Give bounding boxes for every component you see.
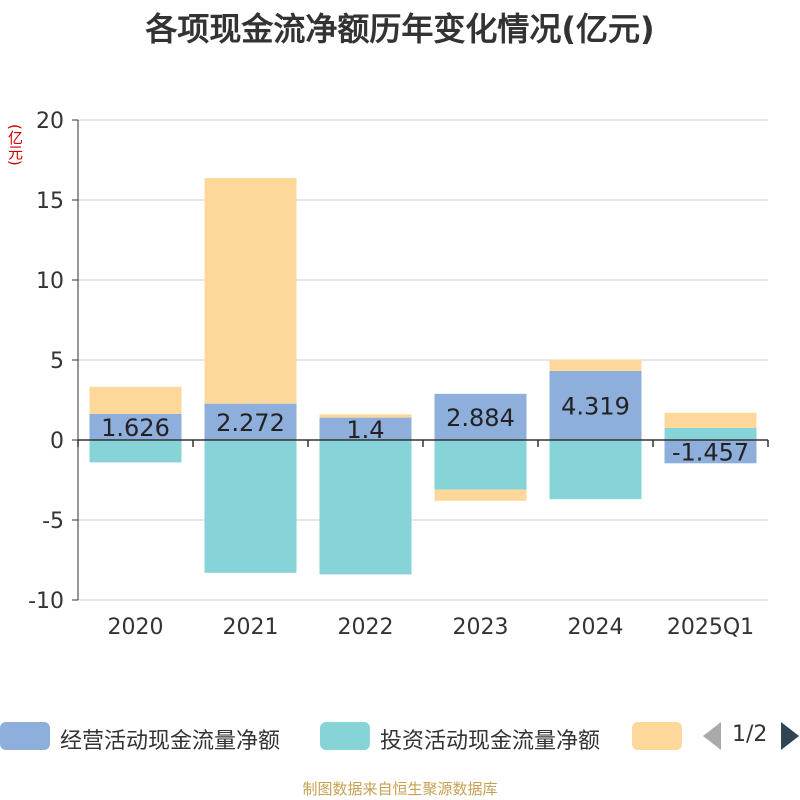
bar-1-2025Q1: [664, 440, 757, 464]
x-tick-label: 2025Q1: [667, 615, 754, 640]
data-label: 1.626: [101, 414, 170, 442]
legend-swatch-operating: [0, 722, 50, 750]
bar-2-2024: [549, 440, 642, 500]
bar-2-2022: [319, 440, 412, 575]
cashflow-chart: 20 15 10 5 0 -5 -10 1.626 2.272 1.4 2.884 4.319 -1.4…: [28, 109, 769, 640]
y-tick-label: -5: [42, 509, 64, 534]
bar-2-2021: [204, 440, 297, 573]
data-label: -1.457: [672, 439, 749, 467]
legend-swatch-investing: [320, 722, 370, 750]
legend: 经营活动现金流量净额 投资活动现金流量净额 1/2: [0, 714, 800, 754]
legend-label-investing: 投资活动现金流量净额: [380, 729, 601, 754]
bar-3-2023: [434, 489, 527, 501]
x-tick-label: 2023: [453, 615, 509, 640]
bar-3-2025Q1: [664, 412, 757, 428]
x-tick-label: 2022: [338, 615, 394, 640]
legend-swatch-third: [632, 722, 682, 750]
bar-3-2021: [204, 178, 297, 404]
data-label: 1.4: [346, 416, 384, 444]
bar-1-2023: [434, 393, 527, 440]
y-tick-label: 5: [50, 349, 64, 374]
bar-2-2025Q1: [664, 428, 757, 440]
bar-3-2020: [89, 386, 182, 414]
data-label: 2.272: [216, 409, 285, 437]
legend-prev-page-icon[interactable]: [703, 722, 721, 750]
legend-label-operating: 经营活动现金流量净额: [60, 729, 281, 754]
y-tick-label: 10: [36, 269, 64, 294]
bar-1-2024: [549, 370, 642, 440]
x-tick-label: 2021: [223, 615, 279, 640]
bar-1-2020: [89, 413, 182, 440]
data-label: 4.319: [561, 392, 630, 420]
y-tick-label: 0: [50, 429, 64, 454]
y-tick-label: 15: [36, 189, 64, 214]
bar-1-2022: [319, 417, 412, 440]
y-axis-unit-label: (亿元): [6, 124, 24, 166]
data-source-note: 制图数据来自恒生聚源数据库: [302, 780, 498, 798]
x-tick-label: 2024: [568, 615, 624, 640]
bar-1-2021: [204, 403, 297, 440]
chart-title: 各项现金流净额历年变化情况(亿元): [145, 10, 655, 48]
legend-page-indicator: 1/2: [732, 722, 768, 747]
legend-next-page-icon[interactable]: [781, 722, 799, 750]
x-tick-label: 2020: [108, 615, 164, 640]
bar-2-2023: [434, 440, 527, 490]
bar-3-2024: [549, 359, 642, 371]
bar-3-2022: [319, 414, 412, 418]
y-tick-label: -10: [28, 589, 64, 614]
bar-2-2020: [89, 440, 182, 463]
data-label: 2.884: [446, 404, 515, 432]
y-tick-label: 20: [36, 109, 64, 134]
